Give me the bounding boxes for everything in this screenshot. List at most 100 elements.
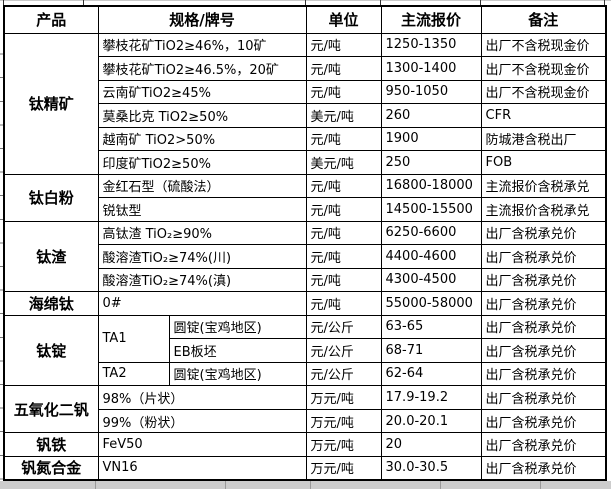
price-cell: 63-65: [380, 314, 482, 340]
note-cell: 出厂含税承兑价: [480, 314, 607, 340]
grid-tick: [540, 481, 541, 489]
header-product: 产品: [3, 5, 99, 34]
bottom-grid-strip: [0, 481, 611, 489]
spec-cell: 圆锭(宝鸡地区): [168, 314, 307, 340]
grid-tick: [380, 0, 381, 5]
price-cell: 1900: [380, 126, 482, 152]
product-cell: 五氧化二钒: [3, 385, 99, 434]
table-row: 钛锭 TA1 圆锭(宝鸡地区) 元/公斤 63-65 出厂含税承兑价: [3, 314, 607, 387]
note-cell: 出厂含税承兑价: [480, 385, 607, 410]
spec-cell: 攀枝花矿TiO2≥46%，10矿: [97, 32, 307, 58]
note-cell: CFR: [480, 103, 607, 128]
unit-cell: 万元/吨: [305, 455, 382, 481]
price-cell: 4300-4500: [380, 267, 482, 293]
unit-cell: 元/公斤: [305, 361, 382, 387]
note-cell: 出厂含税承兑价: [480, 291, 607, 316]
grid-tick: [83, 0, 84, 5]
spec-cell: 锐钛型: [97, 197, 307, 222]
header-unit: 单位: [305, 5, 382, 34]
header-note: 备注: [480, 5, 607, 34]
unit-cell: 元/吨: [305, 220, 382, 246]
unit-cell: 元/公斤: [305, 338, 382, 363]
spec-cell: VN16: [97, 455, 307, 481]
table-row: 99%（粉状） 万元/吨 20.0-20.1 出厂含税承兑价: [4, 408, 607, 434]
note-cell: 出厂不含税现金价: [480, 56, 607, 81]
spec-cell: 印度矿TiO2≥50%: [97, 150, 307, 175]
note-cell: 出厂含税承兑价: [480, 220, 607, 246]
table-row: 钛精矿 攀枝花矿TiO2≥46%，10矿 元/吨 1250-1350 出厂不含税现金价: [3, 32, 607, 175]
product-cell: 钒铁: [3, 432, 99, 457]
table-row: 莫桑比克 TiO2≥50% 美元/吨 260 CFR: [4, 103, 607, 128]
grid-tick: [3, 0, 4, 5]
table-row: 钒铁 FeV50 万元/吨 20 出厂含税承兑价: [3, 432, 607, 457]
spec-cell: 高钛渣 TiO₂≥90%: [97, 220, 307, 246]
unit-cell: 元/公斤: [305, 314, 382, 340]
note-cell: 出厂不含税现金价: [480, 32, 607, 58]
spec-cell: EB板坯: [168, 338, 307, 363]
note-cell: 出厂含税承兑价: [480, 408, 607, 434]
grid-tick: [310, 481, 311, 489]
grid-tick: [480, 0, 481, 5]
table-row: 印度矿TiO2≥50% 美元/吨 250 FOB: [4, 150, 607, 175]
unit-cell: 元/吨: [305, 291, 382, 316]
price-cell: 68-71: [380, 338, 482, 363]
note-cell: 出厂含税承兑价: [480, 267, 607, 293]
table-row: 锐钛型 元/吨 14500-15500 主流报价含税承兑: [4, 197, 607, 222]
table-row: 钛白粉 金红石型（硫酸法） 元/吨 16800-18000 主流报价含税承兑: [3, 173, 607, 222]
unit-cell: 元/吨: [305, 126, 382, 152]
table-row: 越南矿 TiO2>50% 元/吨 1900 防城港含税出厂: [4, 126, 607, 152]
note-cell: 防城港含税出厂: [480, 126, 607, 152]
product-cell: 海绵钛: [3, 291, 99, 316]
table-header: 产品 规格/牌号 单位 主流报价 备注: [3, 5, 607, 34]
table-row: 钒氮合金 VN16 万元/吨 30.0-30.5 出厂含税承兑价: [3, 455, 607, 481]
spec-cell: FeV50: [97, 432, 307, 457]
spec-cell: 莫桑比克 TiO2≥50%: [97, 103, 307, 128]
unit-cell: 元/吨: [305, 32, 382, 58]
spec-cell: 99%（粉状）: [97, 408, 307, 434]
grid-tick: [305, 0, 306, 5]
price-cell: 6250-6600: [380, 220, 482, 246]
spec-cell: 98%（片状）: [97, 385, 307, 410]
note-cell: 出厂含税承兑价: [480, 432, 607, 457]
grade-cell: TA1: [97, 314, 170, 363]
price-table-body: 钛精矿 攀枝花矿TiO2≥46%，10矿 元/吨 1250-1350 出厂不含税现金价攀…: [3, 32, 607, 481]
price-cell: 1300-1400: [380, 56, 482, 81]
spec-cell: 酸溶渣TiO₂≥74%(川): [97, 244, 307, 269]
unit-cell: 美元/吨: [305, 150, 382, 175]
note-cell: 出厂含税承兑价: [480, 338, 607, 363]
header-price: 主流报价: [380, 5, 482, 34]
price-cell: 950-1050: [380, 79, 482, 105]
header-spec: 规格/牌号: [97, 5, 307, 34]
spec-cell: 越南矿 TiO2>50%: [97, 126, 307, 152]
note-cell: 主流报价含税承兑: [480, 173, 607, 199]
unit-cell: 万元/吨: [305, 408, 382, 434]
product-cell: 钛渣: [3, 220, 99, 293]
price-cell: 55000-58000: [380, 291, 482, 316]
price-cell: 30.0-30.5: [380, 455, 482, 481]
spec-cell: 0#: [97, 291, 307, 316]
grade-cell: TA2: [97, 361, 170, 387]
grid-tick: [604, 0, 605, 5]
table-row: 海绵钛 0# 元/吨 55000-58000 出厂含税承兑价: [3, 291, 607, 316]
spec-cell: 云南矿TiO2≥45%: [97, 79, 307, 105]
product-cell: 钛白粉: [3, 173, 99, 222]
product-cell: 钛精矿: [3, 32, 99, 175]
unit-cell: 元/吨: [305, 79, 382, 105]
table-row: 酸溶渣TiO₂≥74%(川) 元/吨 4400-4600 出厂含税承兑价: [4, 244, 607, 269]
note-cell: 出厂含税承兑价: [480, 361, 607, 387]
spec-cell: 金红石型（硫酸法）: [97, 173, 307, 199]
grid-tick: [225, 481, 226, 489]
price-cell: 20: [380, 432, 482, 457]
unit-cell: 万元/吨: [305, 432, 382, 457]
grid-tick: [440, 481, 441, 489]
price-cell: 250: [380, 150, 482, 175]
note-cell: FOB: [480, 150, 607, 175]
price-cell: 16800-18000: [380, 173, 482, 199]
price-cell: 20.0-20.1: [380, 408, 482, 434]
unit-cell: 美元/吨: [305, 103, 382, 128]
spec-cell: 圆锭(宝鸡地区): [168, 361, 307, 387]
price-cell: 4400-4600: [380, 244, 482, 269]
table-row: TA2 圆锭(宝鸡地区) 元/公斤 62-64 出厂含税承兑价: [4, 361, 607, 387]
spec-cell: 酸溶渣TiO₂≥74%(滇): [97, 267, 307, 293]
